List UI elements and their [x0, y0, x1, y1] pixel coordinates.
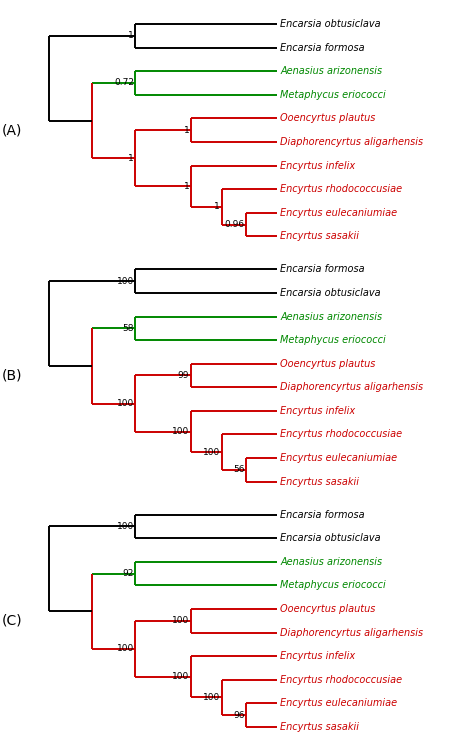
Text: Encyrtus infelix: Encyrtus infelix [280, 651, 355, 661]
Text: Metaphycus eriococci: Metaphycus eriococci [280, 581, 386, 590]
Text: Encyrtus infelix: Encyrtus infelix [280, 406, 355, 416]
Text: Encarsia formosa: Encarsia formosa [280, 510, 365, 520]
Text: Encarsia formosa: Encarsia formosa [280, 43, 365, 53]
Text: Ooencyrtus plautus: Ooencyrtus plautus [280, 359, 375, 369]
Text: Ooencyrtus plautus: Ooencyrtus plautus [280, 113, 375, 123]
Text: Diaphorencyrtus aligarhensis: Diaphorencyrtus aligarhensis [280, 137, 423, 147]
Text: Encarsia obtusiclava: Encarsia obtusiclava [280, 533, 381, 543]
Text: Encyrtus eulecaniumiae: Encyrtus eulecaniumiae [280, 208, 397, 218]
Text: Aenasius arizonensis: Aenasius arizonensis [280, 556, 382, 567]
Text: 100: 100 [117, 399, 134, 408]
Text: 99: 99 [178, 371, 189, 380]
Text: Encarsia obtusiclava: Encarsia obtusiclava [280, 288, 381, 298]
Text: 92: 92 [122, 569, 134, 578]
Text: 100: 100 [172, 672, 189, 681]
Text: Encyrtus sasakii: Encyrtus sasakii [280, 722, 359, 732]
Text: Encyrtus infelix: Encyrtus infelix [280, 161, 355, 170]
Text: Ooencyrtus plautus: Ooencyrtus plautus [280, 604, 375, 614]
Text: 1: 1 [183, 182, 189, 191]
Text: Diaphorencyrtus aligarhensis: Diaphorencyrtus aligarhensis [280, 628, 423, 638]
Text: Metaphycus eriococci: Metaphycus eriococci [280, 90, 386, 100]
Text: Encarsia obtusiclava: Encarsia obtusiclava [280, 19, 381, 29]
Text: Encyrtus eulecaniumiae: Encyrtus eulecaniumiae [280, 453, 397, 463]
Text: Encyrtus sasakii: Encyrtus sasakii [280, 477, 359, 487]
Text: Metaphycus eriococci: Metaphycus eriococci [280, 335, 386, 345]
Text: 1: 1 [183, 125, 189, 134]
Text: 100: 100 [117, 276, 134, 285]
Text: Encyrtus rhodococcusiae: Encyrtus rhodococcusiae [280, 430, 402, 439]
Text: Encyrtus eulecaniumiae: Encyrtus eulecaniumiae [280, 698, 397, 708]
Text: 100: 100 [203, 448, 220, 457]
Text: Diaphorencyrtus aligarhensis: Diaphorencyrtus aligarhensis [280, 382, 423, 392]
Text: Encyrtus sasakii: Encyrtus sasakii [280, 231, 359, 241]
Text: 56: 56 [233, 466, 245, 475]
Text: 96: 96 [233, 710, 245, 719]
Text: 1: 1 [128, 32, 134, 41]
Text: (B): (B) [2, 369, 23, 382]
Text: 0.96: 0.96 [225, 220, 245, 229]
Text: 100: 100 [117, 644, 134, 653]
Text: Encyrtus rhodococcusiae: Encyrtus rhodococcusiae [280, 184, 402, 195]
Text: Encyrtus rhodococcusiae: Encyrtus rhodococcusiae [280, 675, 402, 685]
Text: (A): (A) [2, 123, 22, 137]
Text: 100: 100 [172, 617, 189, 626]
Text: 100: 100 [117, 522, 134, 531]
Text: 0.72: 0.72 [114, 79, 134, 88]
Text: 58: 58 [122, 324, 134, 333]
Text: Aenasius arizonensis: Aenasius arizonensis [280, 66, 382, 76]
Text: 1: 1 [214, 202, 220, 211]
Text: (C): (C) [2, 614, 23, 628]
Text: 1: 1 [128, 154, 134, 163]
Text: Encarsia formosa: Encarsia formosa [280, 264, 365, 274]
Text: 100: 100 [203, 693, 220, 702]
Text: Aenasius arizonensis: Aenasius arizonensis [280, 312, 382, 321]
Text: 100: 100 [172, 427, 189, 436]
